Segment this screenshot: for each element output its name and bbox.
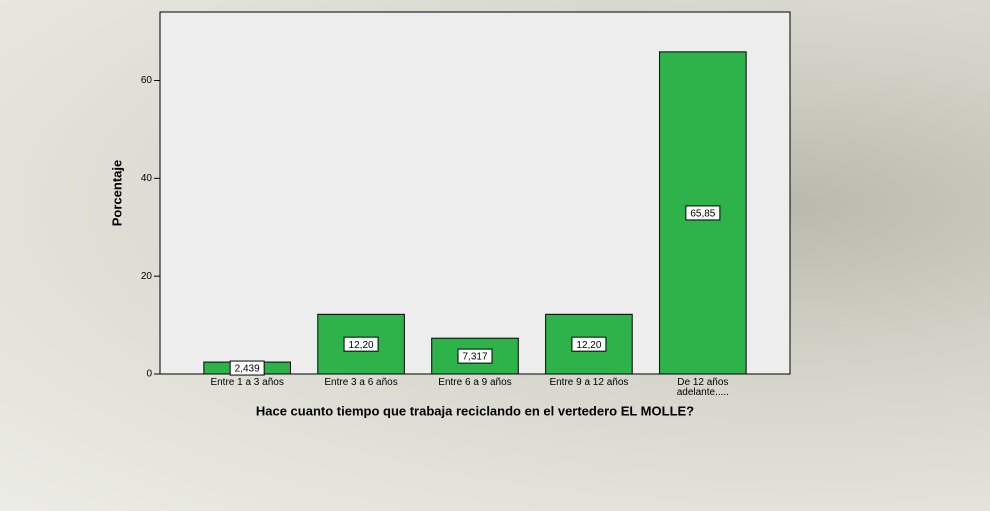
x-tick-label: Entre 3 a 6 años [324, 377, 398, 388]
x-tick-label: De 12 años adelante..... [676, 377, 729, 398]
y-tick-label: 20 [141, 271, 153, 282]
value-label-box [571, 336, 607, 352]
value-label-box [685, 205, 721, 221]
x-axis-label: Hace cuanto tiempo que trabaja recicland… [256, 403, 694, 418]
y-tick-label: 40 [141, 173, 153, 184]
value-label-box [229, 360, 265, 376]
x-tick-label: Entre 1 a 3 años [210, 377, 284, 388]
y-tick-label: 60 [141, 75, 153, 86]
value-label: 2,439 [235, 364, 260, 375]
value-label-box [343, 336, 379, 352]
x-tick-label: Entre 6 a 9 años [438, 377, 512, 388]
y-axis-label: Porcentaje [109, 160, 124, 226]
x-tick-label: Entre 9 a 12 años [549, 377, 629, 388]
value-label: 12,20 [576, 340, 601, 351]
value-label: 12,20 [349, 340, 374, 351]
value-label-box [457, 348, 493, 364]
value-label: 65,85 [690, 209, 715, 220]
value-label: 7,317 [462, 352, 487, 363]
y-tick-label: 0 [146, 369, 152, 380]
